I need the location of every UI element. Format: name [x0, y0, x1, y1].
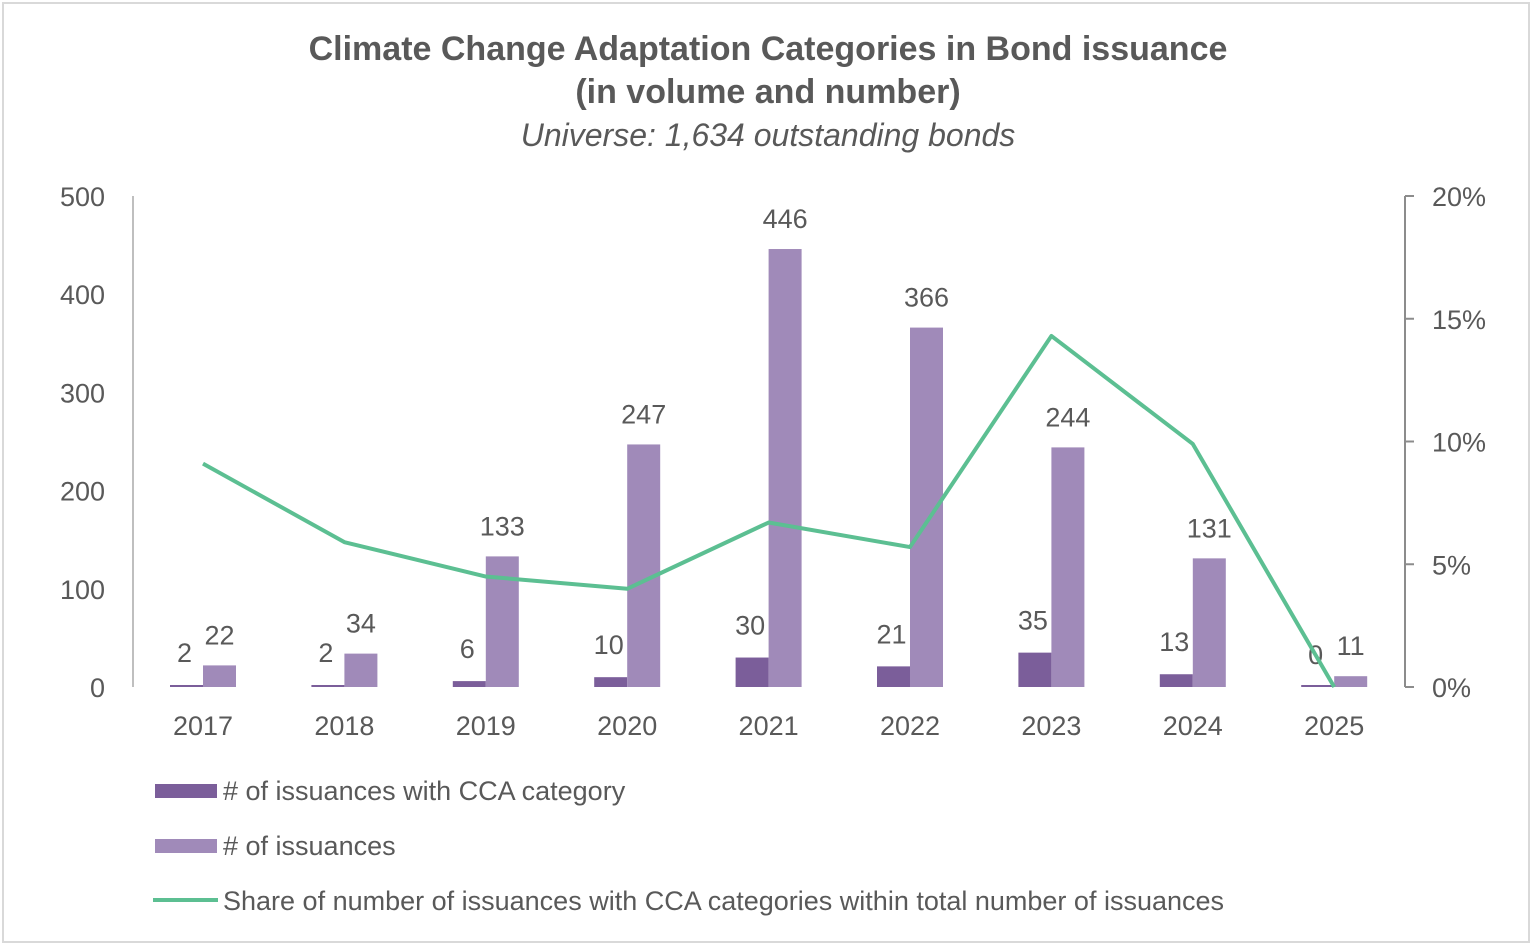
data-label-issuances: 366 [904, 283, 949, 313]
legend-label-share: Share of number of issuances with CCA ca… [223, 886, 1224, 916]
legend-label-issuances: # of issuances [223, 831, 396, 861]
bar-issuances [768, 249, 802, 687]
x-axis-tick-label: 2022 [880, 711, 940, 741]
left-axis-tick-label: 100 [60, 575, 105, 605]
legend-label-cca: # of issuances with CCA category [223, 776, 626, 806]
bar-cca [311, 685, 345, 687]
legend-swatch-cca [155, 784, 217, 798]
left-axis-tick-label: 200 [60, 477, 105, 507]
data-label-cca: 10 [594, 630, 624, 660]
data-label-issuances: 34 [346, 609, 376, 639]
right-axis-tick-label: 5% [1432, 550, 1471, 580]
data-label-cca: 2 [318, 638, 333, 668]
bar-issuances [344, 653, 378, 687]
data-label-cca: 30 [735, 611, 765, 641]
data-label-issuances: 446 [763, 204, 808, 234]
x-axis-tick-label: 2018 [314, 711, 374, 741]
bar-cca [735, 657, 769, 687]
right-axis-tick-label: 20% [1432, 182, 1486, 212]
data-label-cca: 21 [876, 619, 906, 649]
data-label-cca: 13 [1159, 627, 1189, 657]
right-axis-tick-label: 0% [1432, 673, 1471, 703]
data-label-cca: 2 [177, 638, 192, 668]
x-axis-tick-label: 2024 [1163, 711, 1223, 741]
chart-title-line-1: Climate Change Adaptation Categories in … [308, 30, 1228, 68]
chart-title-line-2: (in volume and number) [575, 73, 961, 111]
bar-issuances [1192, 558, 1226, 687]
bar-issuances [1334, 676, 1368, 687]
x-axis-tick-label: 2023 [1021, 711, 1081, 741]
left-axis-tick-label: 0 [90, 673, 105, 703]
right-axis-tick-label: 10% [1432, 428, 1486, 458]
data-label-issuances: 247 [621, 399, 666, 429]
data-label-issuances: 244 [1045, 402, 1090, 432]
left-axis-tick-label: 500 [60, 182, 105, 212]
bar-issuances [1051, 447, 1085, 687]
x-axis-tick-label: 2019 [456, 711, 516, 741]
right-axis-tick-label: 15% [1432, 305, 1486, 335]
bar-cca [1301, 685, 1335, 687]
data-label-issuances: 133 [480, 511, 525, 541]
x-axis-tick-label: 2020 [597, 711, 657, 741]
bar-cca [1159, 674, 1193, 687]
x-axis-tick-label: 2021 [739, 711, 799, 741]
chart-subtitle: Universe: 1,634 outstanding bonds [520, 117, 1016, 153]
data-label-issuances: 11 [1337, 631, 1365, 661]
left-axis-tick-label: 300 [60, 378, 105, 408]
left-axis-tick-label: 400 [60, 280, 105, 310]
data-label-issuances: 131 [1187, 513, 1232, 543]
bar-cca [452, 681, 486, 687]
bar-cca [877, 666, 910, 687]
bar-issuances [203, 665, 236, 687]
x-axis-tick-label: 2017 [173, 711, 233, 741]
bar-cca [594, 677, 628, 687]
bar-issuances [627, 444, 661, 687]
data-label-issuances: 22 [204, 620, 234, 650]
data-label-cca: 35 [1018, 606, 1048, 636]
data-label-cca: 6 [460, 634, 475, 664]
legend-swatch-issuances [155, 839, 217, 853]
bar-cca [170, 685, 203, 687]
bar-cca [1018, 652, 1052, 687]
x-axis-tick-label: 2025 [1304, 711, 1364, 741]
